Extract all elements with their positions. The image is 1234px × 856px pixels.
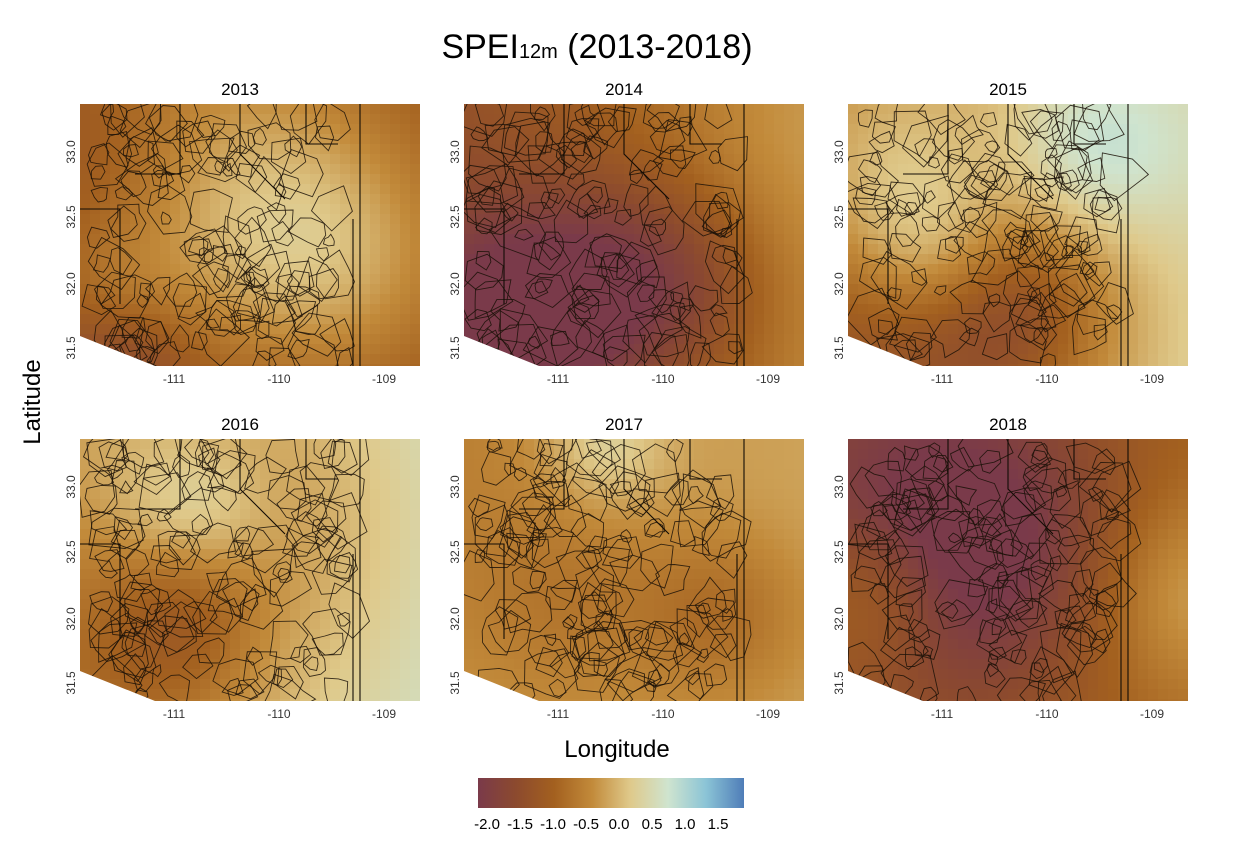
y-tick-label: 32.0 [448,272,462,296]
y-tick-label: 33.0 [448,475,462,499]
legend-tick-label: 1.5 [707,816,729,833]
y-tick-label: 31.5 [448,336,462,360]
color-legend: -2.0 -1.5 -1.0 -0.5 0.0 0.5 1.0 1.5 [474,778,744,833]
x-tick-label: -109 [1139,707,1165,721]
spei-map [848,439,1188,701]
y-tick-label: 32.5 [64,540,78,564]
map-panel: 2015 -111 -110 -109 31.5 32.0 32.5 33.0 [828,80,1188,390]
x-tick-label: -110 [267,372,291,386]
panel-year-title: 2014 [605,80,643,99]
x-tick-label: -110 [1035,372,1059,386]
legend-tick-label: 1.0 [674,816,696,833]
map-panel: 2016 -111 -110 -109 31.5 32.0 32.5 33.0 [60,415,420,725]
y-tick-label: 33.0 [64,140,78,164]
y-tick-label: 32.0 [448,607,462,631]
x-tick-label: -111 [162,707,186,721]
spei-map [80,104,420,366]
legend-tick-label: -2.0 [474,816,500,833]
panel-year-title: 2015 [989,80,1027,99]
legend-tick-label: -0.5 [573,816,599,833]
x-tick-label: -109 [371,707,397,721]
y-tick-label: 32.5 [832,205,846,229]
y-tick-label: 31.5 [832,671,846,695]
y-tick-label: 33.0 [64,475,78,499]
title-subscript: 12m [518,41,558,63]
y-tick-label: 31.5 [832,336,846,360]
y-tick-label: 33.0 [832,475,846,499]
y-tick-label: 32.0 [64,607,78,631]
y-tick-label: 33.0 [832,140,846,164]
x-tick-label: -111 [546,372,570,386]
y-tick-label: 31.5 [448,671,462,695]
legend-tick-label: -1.5 [507,816,533,833]
x-tick-label: -110 [267,707,291,721]
y-axis-label: Latitude [19,359,46,445]
y-tick-label: 31.5 [64,671,78,695]
panel-year-title: 2013 [221,80,259,99]
map-panel: 2018 -111 -110 -109 31.5 32.0 32.5 33.0 [828,415,1188,725]
map-panel: 2017 -111 -110 -109 31.5 32.0 32.5 33.0 [444,415,804,725]
legend-tick-label: 0.0 [608,816,630,833]
spei-map [848,104,1188,366]
x-tick-label: -111 [930,372,954,386]
y-tick-label: 32.0 [832,272,846,296]
x-tick-label: -109 [755,707,781,721]
x-tick-label: -111 [162,372,186,386]
panel-year-title: 2016 [221,415,259,434]
legend-tick-label: -1.0 [540,816,566,833]
panel-year-title: 2017 [605,415,643,434]
y-tick-label: 32.5 [64,205,78,229]
y-tick-label: 32.5 [448,205,462,229]
spei-map [464,439,804,701]
figure-title: SPEI12m (2013-2018) [0,22,1194,77]
spei-map [464,104,804,366]
legend-color-bar [478,778,744,808]
x-tick-label: -111 [546,707,570,721]
y-tick-label: 32.5 [832,540,846,564]
y-tick-label: 32.0 [832,607,846,631]
x-tick-label: -111 [930,707,954,721]
x-tick-label: -109 [755,372,781,386]
y-tick-label: 31.5 [64,336,78,360]
x-tick-label: -110 [1035,707,1059,721]
title-period: (2013-2018) [557,28,753,66]
x-tick-label: -110 [651,372,675,386]
y-tick-label: 33.0 [448,140,462,164]
y-tick-label: 32.0 [64,272,78,296]
map-panel: 2014 -111 -110 -109 31.5 32.0 32.5 33.0 [444,80,804,390]
map-panel: 2013 -111 -110 -109 31.5 32.0 32.5 33.0 [60,80,420,390]
x-tick-label: -110 [651,707,675,721]
x-tick-label: -109 [1139,372,1165,386]
y-tick-label: 32.5 [448,540,462,564]
spei-map [80,439,420,701]
panel-year-title: 2018 [989,415,1027,434]
x-axis-label: Longitude [564,736,670,763]
legend-tick-label: 0.5 [641,816,663,833]
x-tick-label: -109 [371,372,397,386]
title-main: SPEI [441,28,519,66]
